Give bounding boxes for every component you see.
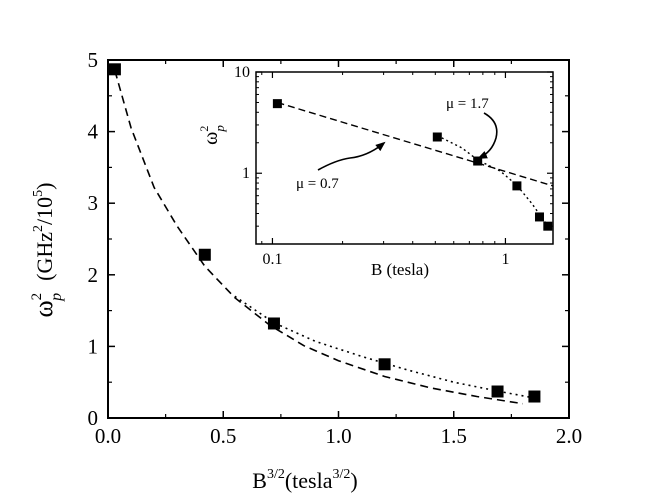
y-axis-title-units-mid: /10 [32, 197, 57, 225]
x-tick-label: 1.5 [441, 424, 467, 448]
inset-y-tick-label: 1 [242, 165, 250, 182]
y-axis-title-units-sup2: 5 [31, 190, 46, 197]
y-axis-title-units-end: ) [32, 183, 57, 190]
y-axis-title: ω2 p(GHz2/105) [29, 183, 65, 318]
inset-data-point [432, 132, 442, 142]
inset-dashed-fit-line [277, 101, 554, 187]
inset-x-tick-label: 1 [501, 251, 509, 268]
inset-data-points [272, 99, 553, 231]
inset-annotations: μ = 0.7 μ = 1.7 [296, 96, 498, 192]
x-tick-label: 1.0 [325, 424, 351, 448]
inset-x-axis-title: B (tesla) [371, 260, 429, 279]
main-axis-ticks: 0.0 0.5 1.0 1.5 2.0 0 1 2 3 4 5 [88, 48, 583, 448]
data-point [378, 358, 391, 371]
inset-y-axis-title-sup: 2 [197, 126, 211, 132]
y-tick-label: 0 [88, 406, 99, 430]
dotted-fit-line [234, 295, 535, 399]
inset-y-axis-title: ω2p [197, 125, 227, 145]
inset-data-point [534, 212, 544, 222]
data-point [528, 390, 541, 403]
annotation-arrow-mu-1.7 [477, 112, 498, 159]
inset-y-tick-label: 10 [234, 64, 250, 81]
main-data-points [108, 63, 541, 403]
annotation-mu-0.7: μ = 0.7 [296, 176, 339, 192]
data-point [267, 317, 280, 330]
y-tick-label: 5 [88, 48, 99, 72]
x-axis-title-units-sup: 3/2 [333, 467, 351, 482]
annotation-mu-1.7: μ = 1.7 [446, 96, 489, 112]
inset-data-point [272, 99, 282, 109]
y-axis-title-units: (GHz [32, 232, 57, 281]
x-axis-title-base: B [252, 468, 267, 493]
y-axis-title-base: ω [29, 300, 58, 317]
y-tick-label: 4 [88, 120, 99, 144]
annotation-arrow-mu-0.7 [317, 141, 386, 171]
x-axis-title: B3/2(tesla3/2) [252, 467, 357, 493]
inset-data-point [543, 221, 553, 231]
y-tick-label: 1 [88, 334, 99, 358]
data-point [108, 63, 121, 76]
data-point [491, 385, 504, 398]
inset-plot-frame [255, 71, 554, 245]
inset-y-axis-title-sub: p [212, 125, 227, 133]
y-axis-title-sub: p [48, 293, 65, 302]
y-tick-label: 2 [88, 263, 99, 287]
inset-fit-curves [277, 101, 554, 227]
inset-data-point [512, 181, 522, 191]
x-tick-label: 0.0 [95, 424, 121, 448]
x-axis-title-units: (tesla [285, 468, 333, 493]
data-point [198, 248, 211, 261]
x-axis-title-sup: 3/2 [267, 467, 285, 482]
y-axis-title-units-sup: 2 [31, 225, 46, 232]
x-axis-title-end: ) [350, 468, 357, 493]
inset-data-point [473, 156, 483, 166]
y-axis-title-sup: 2 [29, 293, 45, 301]
x-tick-label: 2.0 [556, 424, 582, 448]
inset-plot: 0.1 1 1 10 μ = 0.7 μ = 1.7 B (tesla) ω2p [197, 64, 554, 279]
inset-y-axis-title-base: ω [200, 132, 222, 145]
x-tick-label: 0.5 [210, 424, 236, 448]
inset-x-tick-label: 0.1 [262, 251, 282, 268]
y-tick-label: 3 [88, 191, 99, 215]
